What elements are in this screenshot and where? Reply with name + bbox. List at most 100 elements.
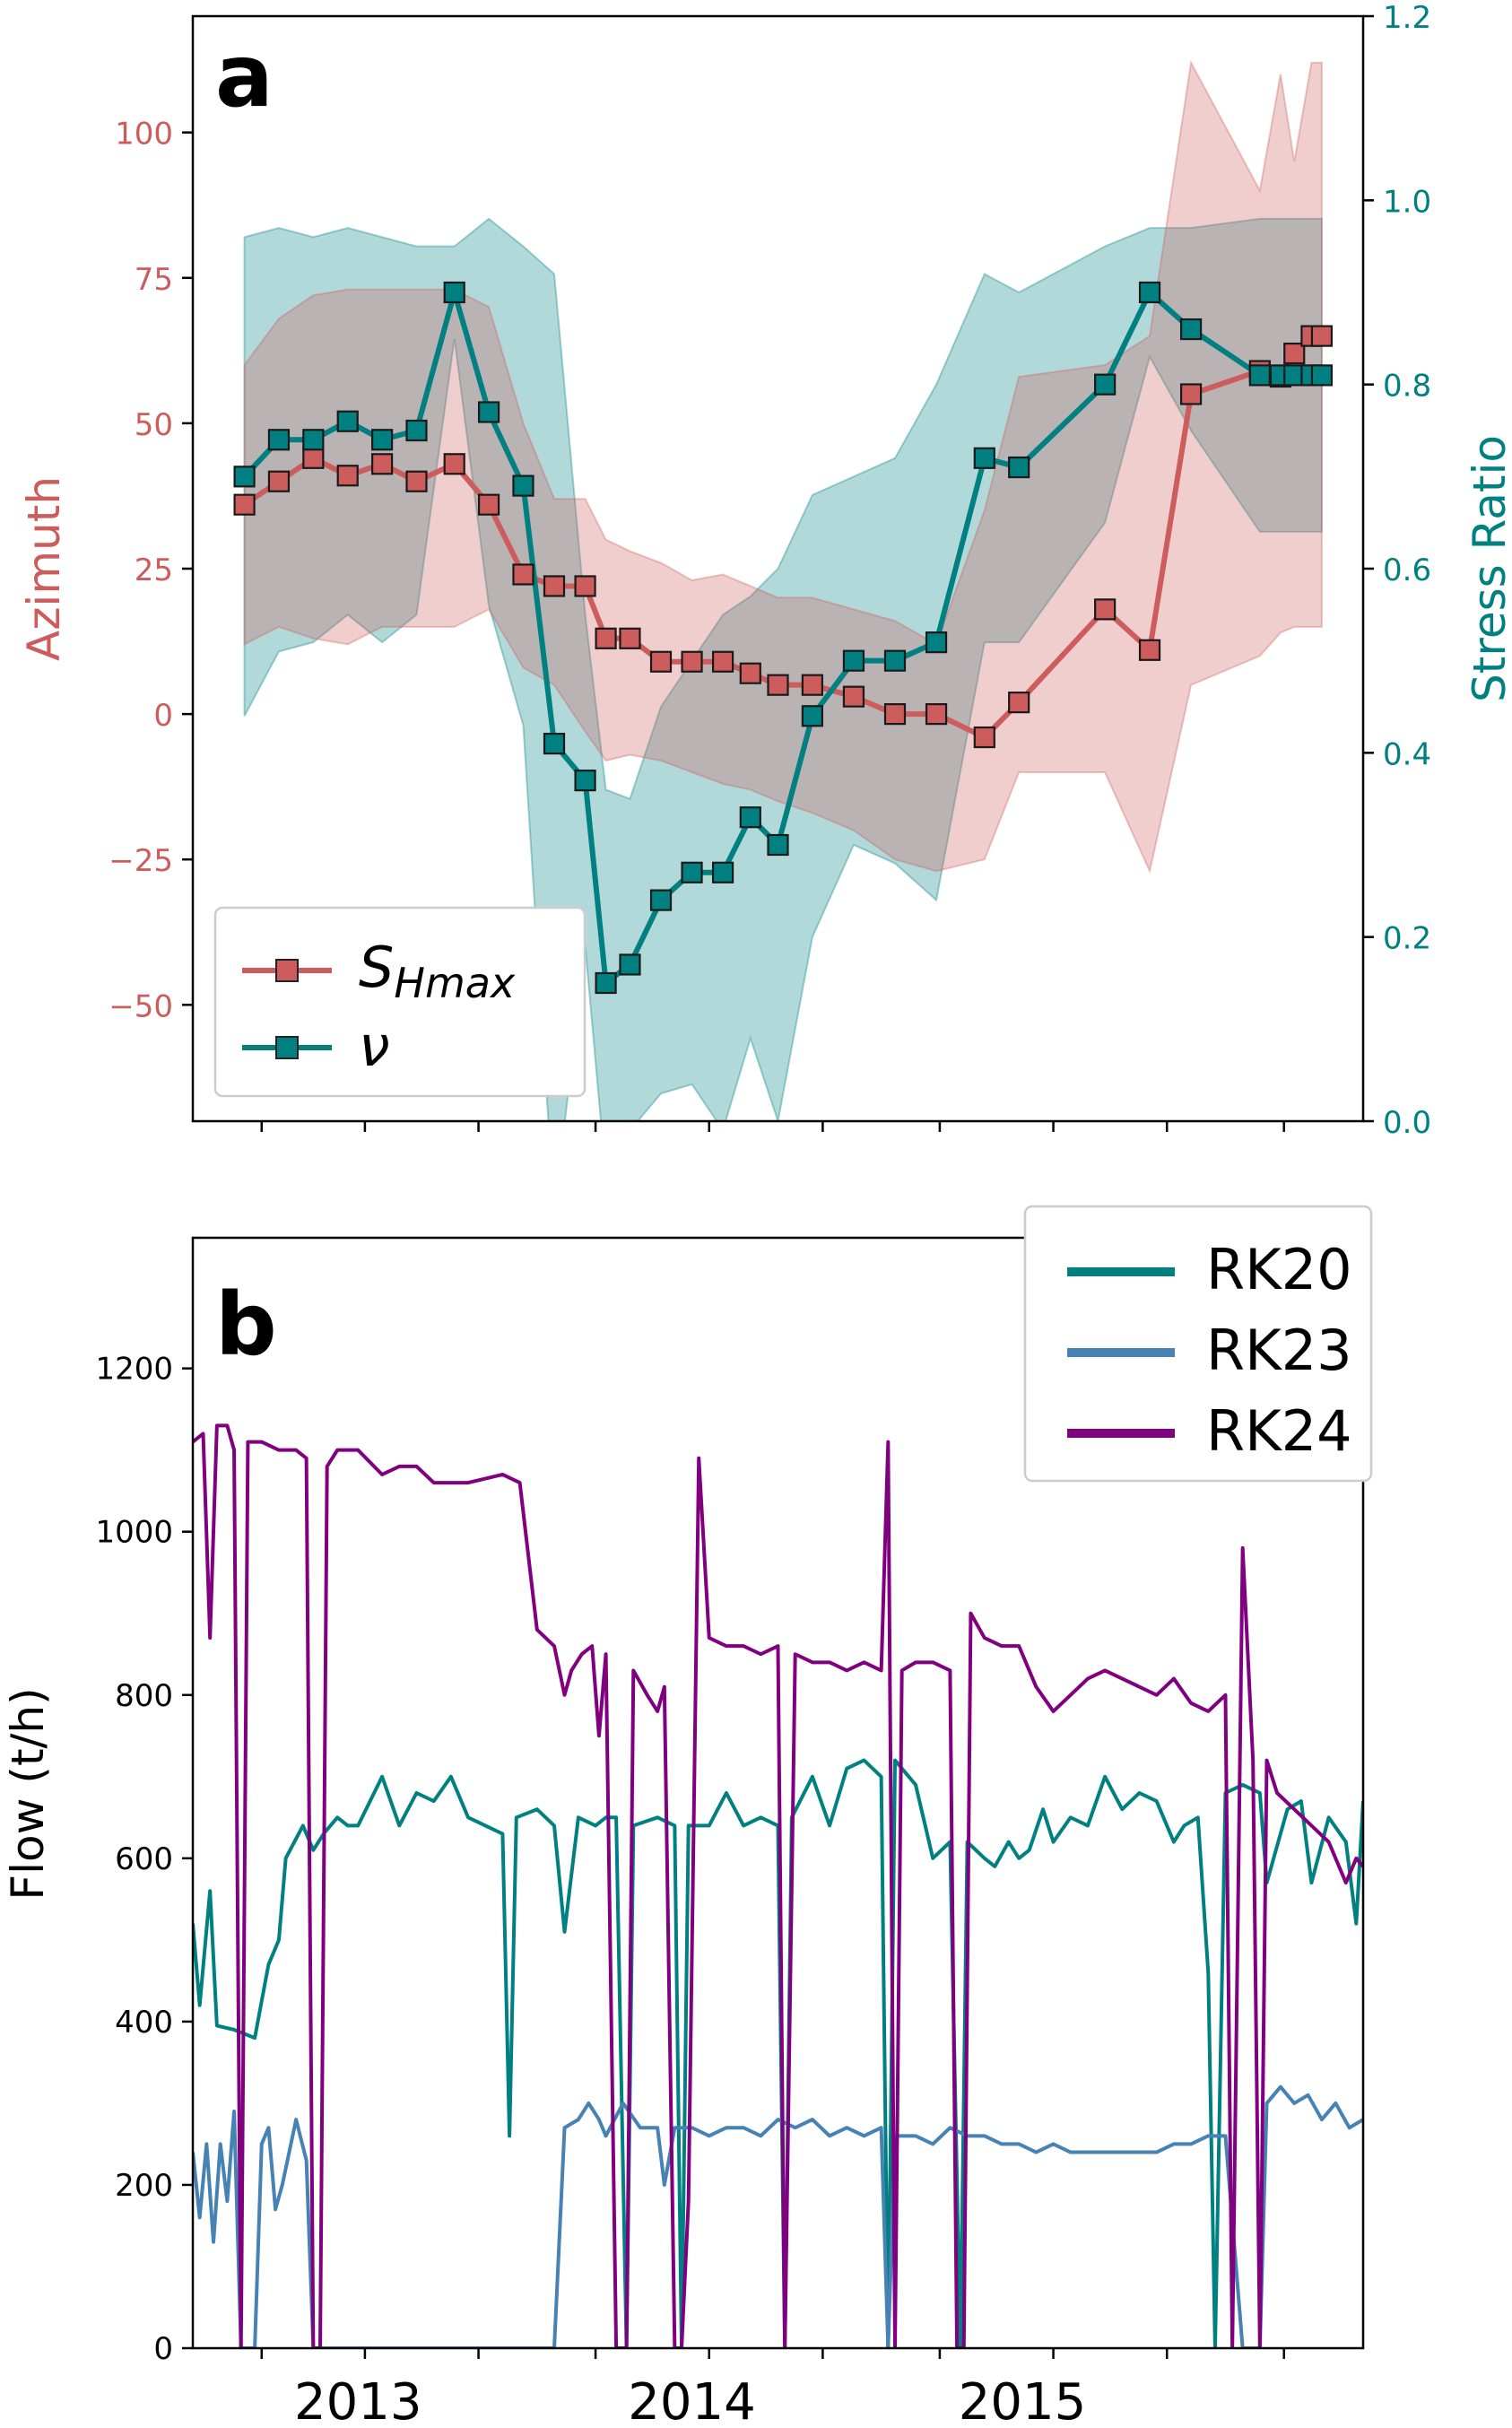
panel-b-y-tick-label: 600 [115, 1841, 173, 1877]
left-axis-tick-label: 25 [135, 553, 173, 588]
legend-b-label-rk24: RK24 [1206, 1398, 1352, 1464]
stress-ratio-marker [302, 429, 325, 451]
panel-b-letter: b [215, 1275, 277, 1375]
panel-b-y-tick-label: 800 [115, 1678, 173, 1714]
panel-b-frame [191, 1236, 1365, 2350]
left-axis-tick-label: 75 [135, 262, 173, 298]
left-axis-tick-label: −25 [109, 843, 173, 879]
stress-ratio-marker [619, 953, 641, 976]
azimuth-marker [371, 453, 394, 475]
right-axis-tick-label: 0.6 [1383, 553, 1431, 588]
azimuth-marker [443, 453, 465, 475]
right-axis-tick-label: 0.2 [1383, 921, 1431, 957]
stress-ratio-marker [336, 410, 359, 432]
azimuth-marker [801, 674, 823, 696]
panel-a-letter: a [215, 26, 274, 126]
stress-ratio-marker [574, 770, 596, 792]
stress-ratio-marker [443, 281, 465, 304]
stress-ratio-marker [512, 474, 534, 497]
azimuth-marker [619, 627, 641, 649]
right-axis-tick-label: 0.4 [1383, 736, 1431, 772]
panel-b-x-ticks: 2013 2014 2015 [260, 2348, 1285, 2428]
stress-ratio-marker [1094, 373, 1117, 396]
rk23-line [193, 2084, 1363, 2348]
stress-ratio-marker [883, 649, 907, 672]
left-axis-tick-label: −50 [109, 988, 173, 1024]
stress-ratio-marker [649, 889, 673, 911]
left-axis-label: Azimuth [18, 476, 70, 661]
legend-a-marker-nu [275, 1036, 299, 1059]
legend-a-label-shmax-sub: Hmax [394, 959, 516, 1007]
azimuth-marker [543, 575, 566, 597]
azimuth-band [243, 59, 1323, 875]
right-axis-tick-label: 1.0 [1383, 184, 1431, 220]
stress-ratio-marker [1179, 318, 1203, 341]
panel-b-lines [193, 1423, 1363, 2348]
stress-ratio-marker [595, 971, 617, 995]
azimuth-marker [477, 493, 500, 516]
left-axis-tick-label: 50 [135, 407, 173, 443]
azimuth-marker [267, 470, 291, 492]
stress-ratio-marker [925, 631, 948, 654]
stress-ratio-marker [681, 861, 703, 883]
legend-a-label-shmax: SHmax [359, 935, 516, 1007]
left-axis-tick-label: 0 [153, 698, 173, 734]
azimuth-marker [842, 685, 865, 708]
panel-b-y-ticks: 0 200 400 600 800 1000 1200 [95, 1352, 193, 2367]
stress-ratio-marker [973, 447, 995, 469]
stress-ratio-marker [1248, 364, 1271, 387]
panel-a-left-ticks: −50 −25 0 25 50 75 100 [109, 117, 193, 1024]
stress-ratio-marker [267, 429, 291, 451]
azimuth-marker [1283, 342, 1306, 365]
azimuth-marker [973, 726, 995, 749]
stress-ratio-marker [405, 419, 428, 442]
stress-ratio-marker [739, 806, 761, 829]
stress-ratio-marker [1008, 456, 1030, 479]
stress-ratio-marker [233, 466, 256, 488]
panel-a: −50 −25 0 25 50 75 100 0.0 0.2 0.4 0.6 0.8 1.0 1.2 a… [18, 0, 1512, 1141]
right-axis-tick-label: 0.8 [1383, 369, 1431, 405]
year-label: 2013 [294, 2373, 422, 2428]
legend-a: SHmax ν [213, 906, 587, 1098]
azimuth-marker [649, 650, 673, 673]
azimuth-marker [1094, 598, 1117, 621]
azimuth-marker [595, 627, 617, 649]
azimuth-marker [574, 575, 596, 597]
azimuth-marker [1008, 692, 1030, 714]
azimuth-marker [739, 662, 761, 684]
legend-a-marker-shmax [275, 959, 299, 982]
panel-a-markers [233, 281, 1334, 995]
legend-b-label-rk20: RK20 [1206, 1237, 1352, 1302]
legend-a-label-shmax-main: S [359, 935, 394, 1000]
azimuth-marker [711, 650, 734, 673]
legend-a-label-nu: ν [359, 1014, 390, 1079]
right-axis-tick-label: 0.0 [1383, 1105, 1431, 1141]
stress-ratio-marker [477, 401, 500, 423]
azimuth-marker [512, 563, 534, 586]
panel-b: 0 200 400 600 800 1000 1200 2013 2014 2015 b Flo… [2, 1205, 1373, 2428]
year-label: 2015 [959, 2373, 1087, 2428]
right-axis-tick-label: 1.2 [1383, 0, 1431, 36]
rk20-line [193, 1758, 1363, 2348]
azimuth-marker [883, 703, 907, 726]
panel-b-y-tick-label: 0 [153, 2331, 173, 2367]
stress-ratio-marker [543, 732, 566, 755]
stress-ratio-marker [1138, 281, 1161, 304]
stress-ratio-marker [711, 861, 734, 883]
right-axis-label: Stress Ratio [1464, 435, 1512, 702]
stress-ratio-marker [842, 649, 865, 672]
azimuth-marker [1310, 325, 1334, 347]
panel-b-y-tick-label: 1000 [95, 1515, 173, 1551]
azimuth-marker [767, 674, 789, 696]
panel-b-y-tick-label: 1200 [95, 1352, 173, 1388]
panel-a-right-ticks: 0.0 0.2 0.4 0.6 0.8 1.0 1.2 [1363, 0, 1431, 1141]
azimuth-marker [1179, 383, 1203, 405]
azimuth-marker [405, 470, 428, 492]
rk24-line [193, 1423, 1363, 2348]
panel-a-x-ticks [260, 1121, 1285, 1132]
stress-ratio-marker [767, 833, 789, 857]
stress-ratio-marker [801, 705, 823, 727]
legend-b: RK20 RK23 RK24 [1023, 1205, 1373, 1483]
azimuth-marker [233, 493, 256, 516]
